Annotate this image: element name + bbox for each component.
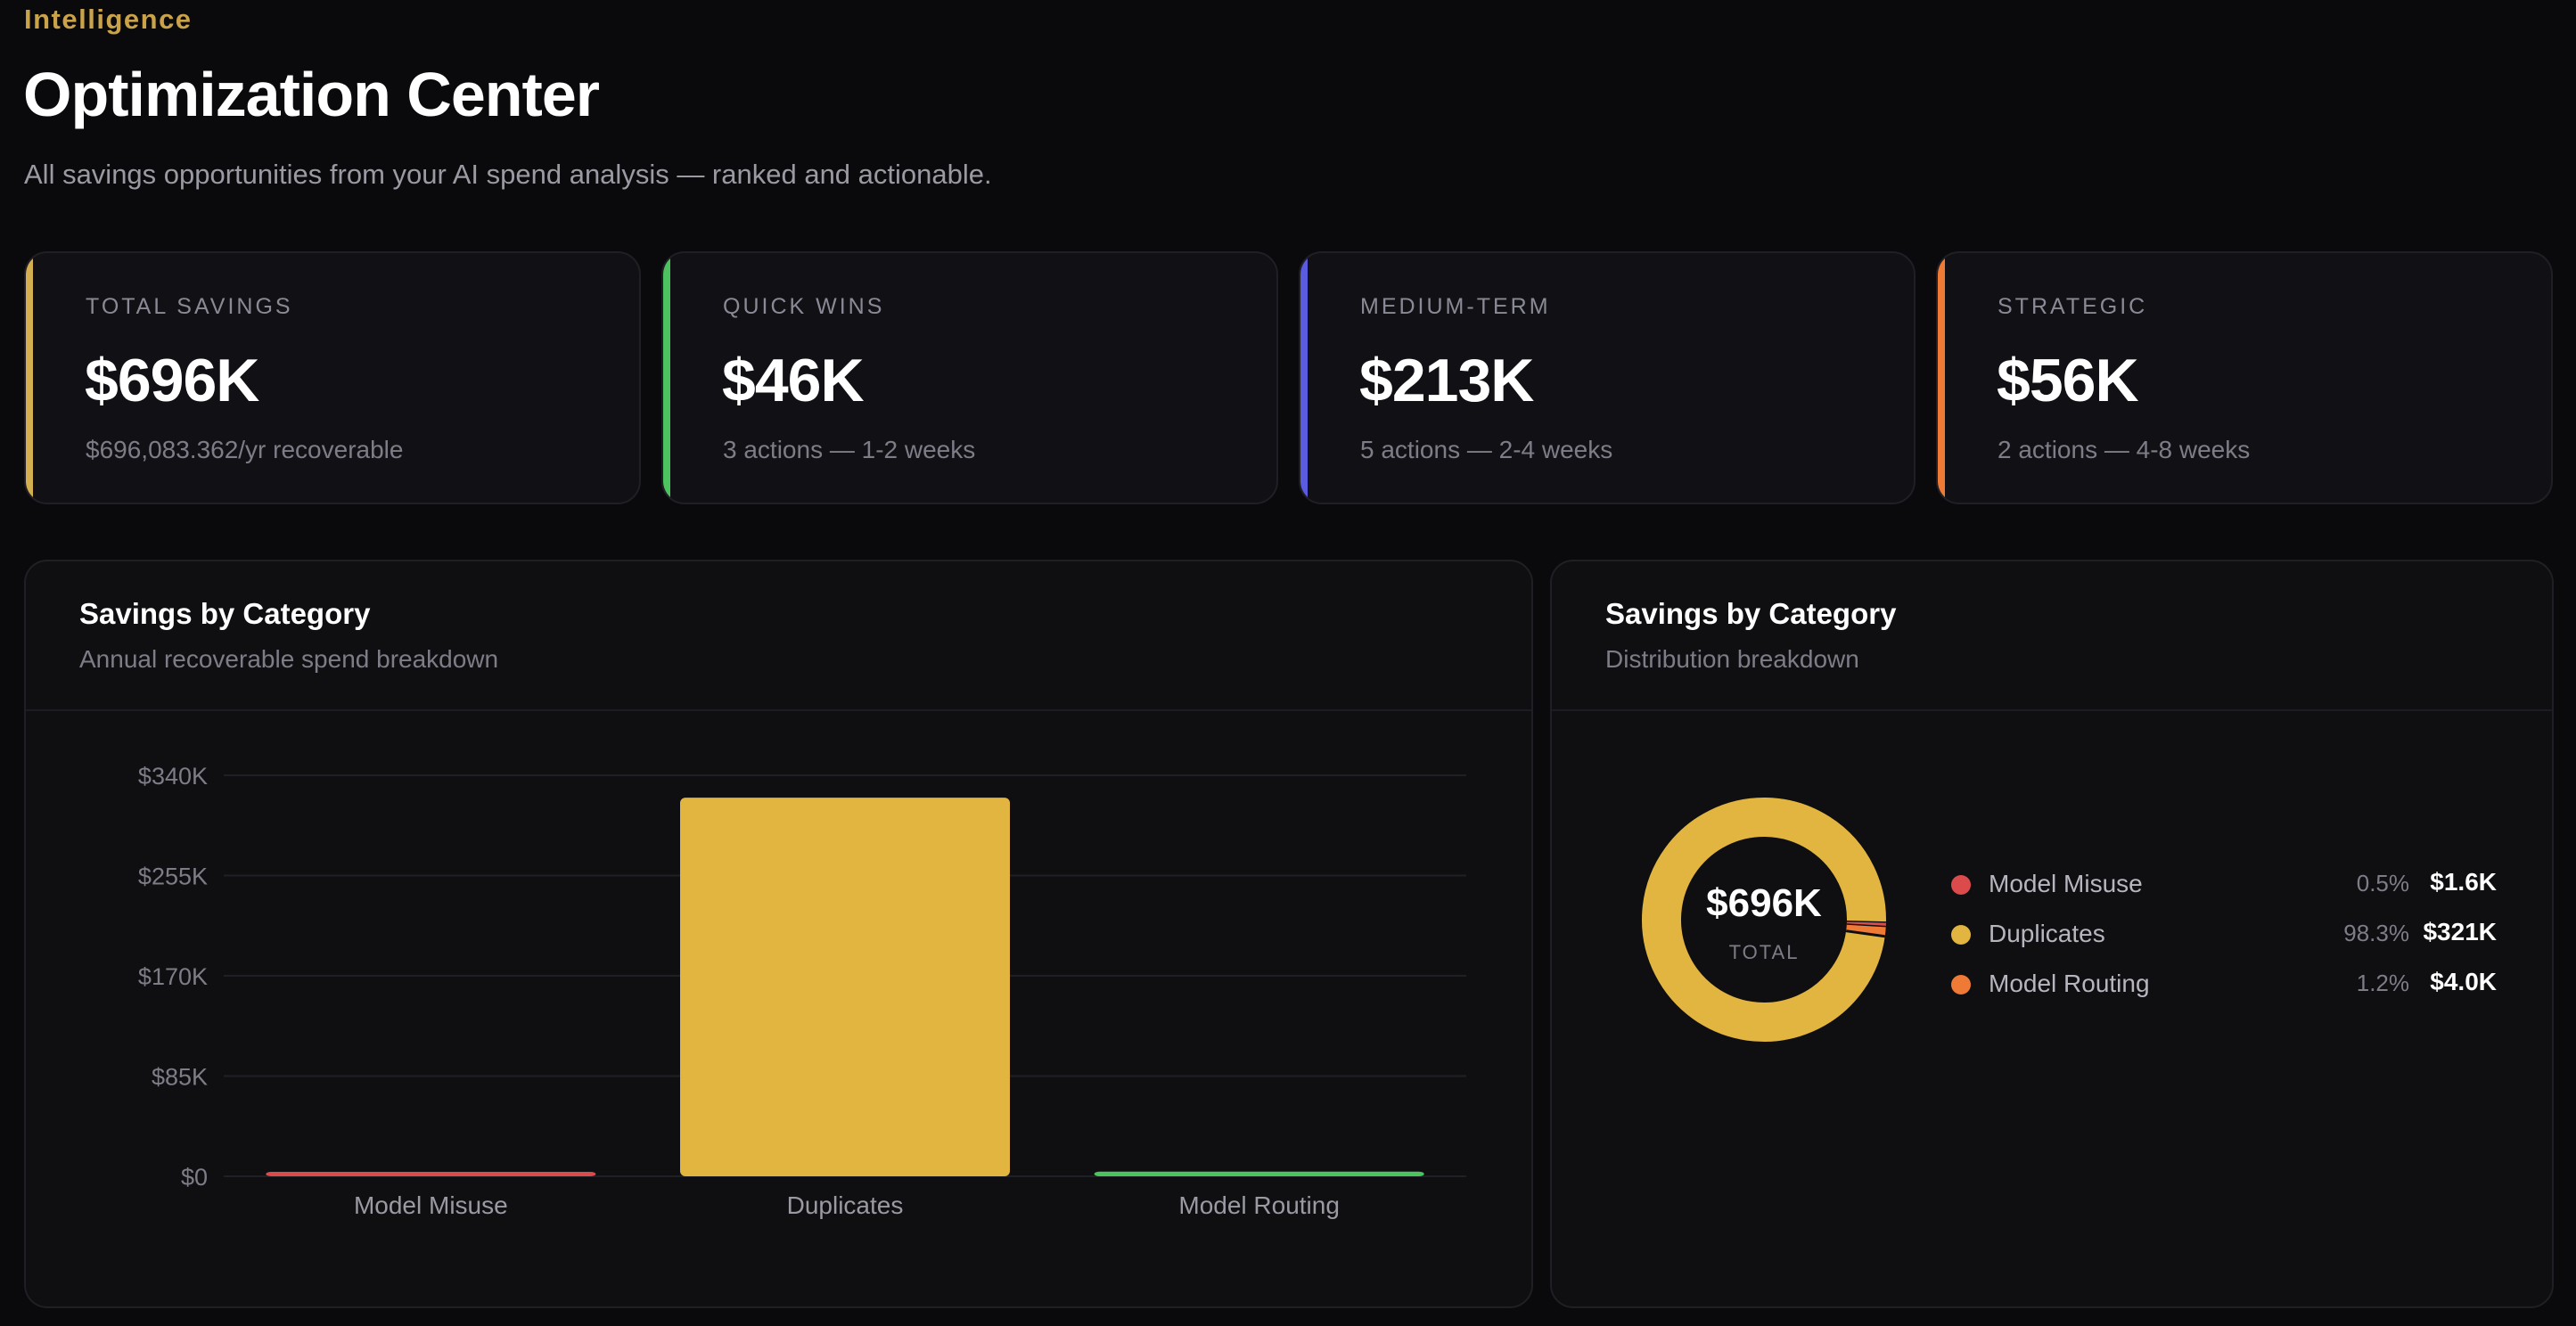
panel-title: Savings by Category (1605, 597, 1897, 630)
kpi-card-medium-term: MEDIUM-TERM $213K 5 actions — 2-4 weeks (1299, 251, 1916, 504)
kpi-detail: 3 actions — 1-2 weeks (723, 436, 976, 463)
x-tick-label: Model Routing (1178, 1191, 1340, 1219)
donut-center-value: $696K (1706, 881, 1822, 925)
legend-name: Model Routing (1989, 970, 2150, 997)
kpi-detail: 2 actions — 4-8 weeks (1998, 436, 2251, 463)
kpi-accent-bar (1300, 253, 1308, 503)
kpi-label: QUICK WINS (723, 294, 885, 319)
panel-divider (26, 709, 1531, 711)
legend-value: $1.6K (2430, 868, 2497, 896)
x-tick-label: Model Misuse (354, 1191, 508, 1219)
legend-percent: 0.5% (2356, 870, 2409, 896)
y-tick-label: $0 (181, 1164, 208, 1191)
kpi-card-quick-wins: QUICK WINS $46K 3 actions — 1-2 weeks (661, 251, 1278, 504)
legend-item: Model Misuse 0.5% $1.6K (1552, 864, 2550, 909)
bar (1094, 1171, 1424, 1176)
bar (680, 798, 1010, 1176)
legend-percent: 98.3% (2343, 920, 2409, 946)
donut-chart-panel: Savings by Category Distribution breakdo… (1550, 560, 2554, 1308)
donut-center-label: TOTAL (1729, 941, 1800, 963)
kpi-detail: 5 actions — 2-4 weeks (1360, 436, 1613, 463)
y-tick-label: $85K (152, 1064, 208, 1091)
x-tick-label: Duplicates (787, 1191, 904, 1219)
legend-item: Model Routing 1.2% $4.0K (1552, 964, 2550, 1009)
legend-value: $321K (2423, 918, 2497, 945)
page-subtitle: All savings opportunities from your AI s… (24, 159, 992, 190)
bar-chart-panel: Savings by Category Annual recoverable s… (24, 560, 1533, 1308)
kpi-accent-bar (663, 253, 670, 503)
section-eyebrow: Intelligence (24, 4, 193, 35)
panel-subtitle: Distribution breakdown (1605, 645, 1859, 673)
panel-title: Savings by Category (79, 597, 371, 630)
legend-item: Duplicates 98.3% $321K (1552, 914, 2550, 959)
kpi-label: STRATEGIC (1998, 294, 2148, 319)
legend-dot-icon (1951, 925, 1971, 945)
page-title: Optimization Center (23, 60, 600, 129)
bar (266, 1172, 596, 1176)
kpi-accent-bar (26, 253, 33, 503)
slice-separator (1845, 929, 1885, 938)
panel-divider (1552, 709, 2552, 711)
y-tick-label: $170K (138, 963, 208, 990)
legend-name: Duplicates (1989, 920, 2105, 947)
kpi-card-total-savings: TOTAL SAVINGS $696K $696,083.362/yr reco… (24, 251, 641, 504)
kpi-value: $696K (85, 347, 259, 414)
donut-slice (1642, 798, 1886, 1042)
kpi-card-strategic: STRATEGIC $56K 2 actions — 4-8 weeks (1936, 251, 2553, 504)
kpi-value: $46K (722, 347, 865, 414)
legend-value: $4.0K (2430, 968, 2497, 995)
kpi-value: $56K (1997, 347, 2139, 414)
legend-name: Model Misuse (1989, 870, 2143, 897)
bar-chart: $0 $85K $170K $255K $340K Model Misuse Duplica… (138, 763, 1466, 1219)
legend-dot-icon (1951, 975, 1971, 994)
panel-subtitle: Annual recoverable spend breakdown (79, 645, 499, 673)
kpi-detail: $696,083.362/yr recoverable (86, 436, 404, 463)
y-tick-label: $255K (138, 864, 208, 890)
donut-chart: $696K TOTAL (1642, 798, 1886, 1042)
kpi-value: $213K (1359, 347, 1534, 414)
y-tick-label: $340K (138, 763, 208, 790)
legend-dot-icon (1951, 875, 1971, 895)
legend-percent: 1.2% (2356, 970, 2409, 996)
kpi-label: MEDIUM-TERM (1360, 294, 1551, 319)
kpi-label: TOTAL SAVINGS (86, 294, 293, 319)
kpi-accent-bar (1938, 253, 1945, 503)
